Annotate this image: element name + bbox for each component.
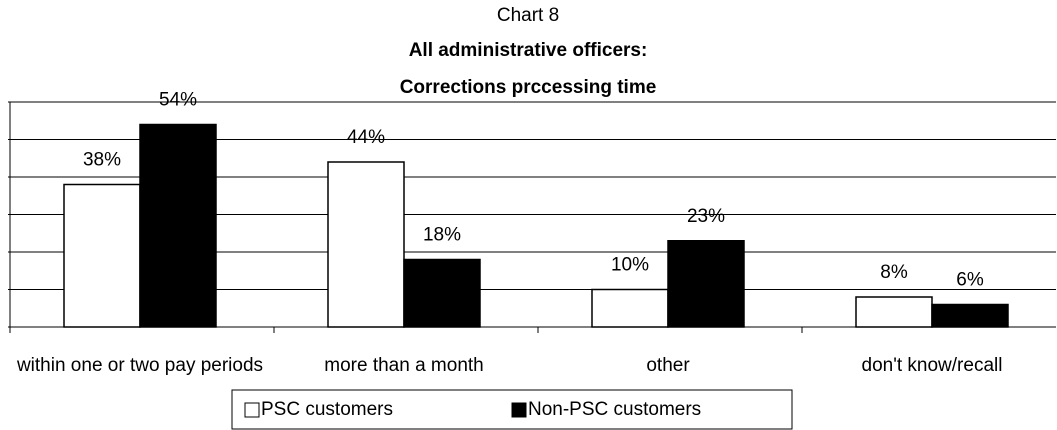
data-label: 18% bbox=[423, 225, 461, 246]
bar bbox=[855, 296, 933, 328]
x-tick-label: within one or two pay periods bbox=[16, 355, 264, 376]
legend-label: Non-PSC customers bbox=[528, 399, 701, 420]
bar bbox=[591, 288, 669, 328]
bar bbox=[327, 161, 405, 328]
bar bbox=[403, 258, 481, 328]
chart-subtitle: All administrative officers: bbox=[409, 40, 648, 61]
data-label: 38% bbox=[83, 150, 121, 171]
x-tick-label: more than a month bbox=[324, 355, 484, 376]
chart-subtitle: Corrections prccessing time bbox=[400, 77, 657, 98]
x-tick-label: other bbox=[646, 355, 690, 376]
bar bbox=[667, 240, 745, 328]
chart-title: Chart 8 bbox=[497, 5, 559, 26]
legend-swatch bbox=[244, 402, 260, 418]
bar bbox=[63, 183, 141, 328]
legend-label: PSC customers bbox=[261, 399, 393, 420]
data-label: 8% bbox=[880, 262, 908, 283]
bar bbox=[931, 303, 1009, 328]
data-label: 10% bbox=[611, 255, 649, 276]
data-label: 54% bbox=[159, 90, 197, 111]
legend-swatch bbox=[511, 402, 527, 418]
data-label: 23% bbox=[687, 206, 725, 227]
data-label: 6% bbox=[956, 270, 984, 291]
data-label: 44% bbox=[347, 127, 385, 148]
x-tick-label: don't know/recall bbox=[861, 355, 1003, 376]
bar bbox=[139, 123, 217, 328]
